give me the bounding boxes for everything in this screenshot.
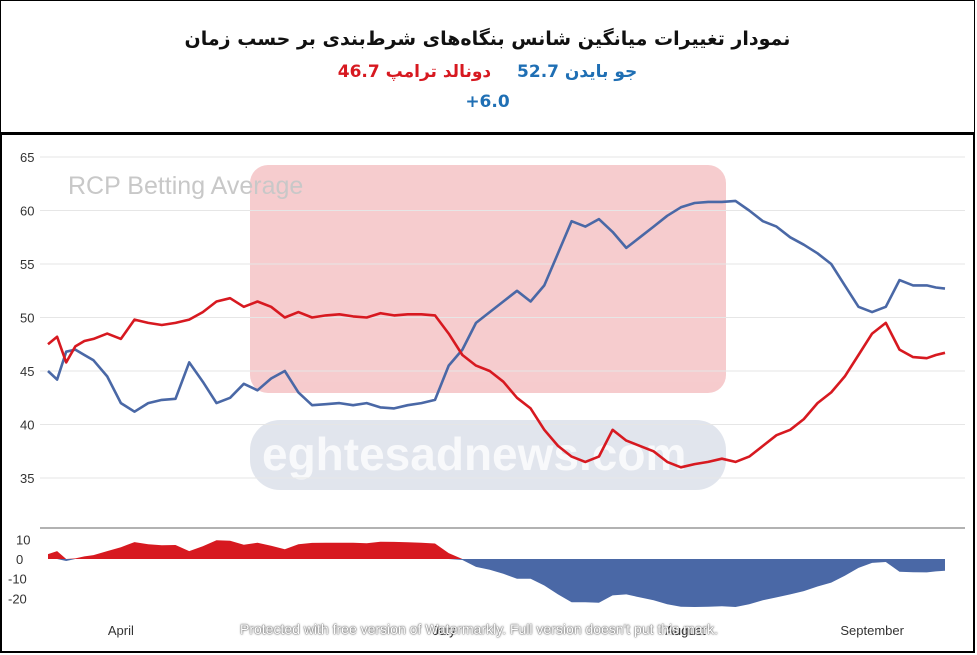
y-axis-ticks: 35 40 45 50 55 60 65: [20, 150, 34, 486]
x-tick-label: September: [840, 623, 904, 638]
spread-area-panel: [48, 540, 945, 607]
logo-watermark-box: [250, 165, 726, 393]
trump-series-line: [47, 296, 946, 469]
x-tick-label: July: [433, 623, 457, 638]
spread-y-ticks: 10 0 -10 -20: [8, 532, 30, 606]
x-axis-ticks: April July August September: [108, 623, 905, 638]
y-tick-label: 50: [20, 311, 34, 326]
biden-series-line: [47, 199, 946, 413]
x-tick-label: April: [108, 623, 134, 638]
trump-lead-area: [48, 540, 945, 559]
spread-y-tick-label: 10: [16, 532, 30, 547]
y-tick-label: 65: [20, 150, 34, 165]
site-url-watermark: eghtesadnews.com: [262, 428, 686, 480]
y-tick-label: 45: [20, 364, 34, 379]
spread-label: +6.0: [465, 92, 510, 112]
series-lines: [47, 199, 946, 469]
y-tick-label: 40: [20, 418, 34, 433]
logo-watermark: [250, 165, 726, 490]
y-tick-label: 60: [20, 204, 34, 219]
biden-lead-area: [48, 559, 945, 607]
trump-value-label: دونالد ترامپ 46.7: [337, 62, 492, 82]
url-watermark-box: [250, 420, 726, 490]
spread-y-tick-label: 0: [16, 552, 23, 567]
chart-title: نمودار تغییرات میانگین شانس بنگاه‌های شر…: [184, 28, 791, 50]
biden-value-label: جو بایدن 52.7: [517, 62, 638, 82]
spread-y-tick-label: -20: [8, 591, 27, 606]
chart-header: نمودار تغییرات میانگین شانس بنگاه‌های شر…: [0, 0, 975, 133]
spread-y-tick-label: -10: [8, 572, 27, 587]
y-tick-label: 55: [20, 257, 34, 272]
x-tick-label: August: [665, 623, 706, 638]
candidate-line: جو بایدن 52.7 دونالد ترامپ 46.7: [1, 62, 974, 82]
watermarkly-notice: Protected with free version of Watermark…: [240, 621, 719, 637]
y-tick-label: 35: [20, 471, 34, 486]
rcp-watermark: RCP Betting Average: [68, 172, 303, 200]
